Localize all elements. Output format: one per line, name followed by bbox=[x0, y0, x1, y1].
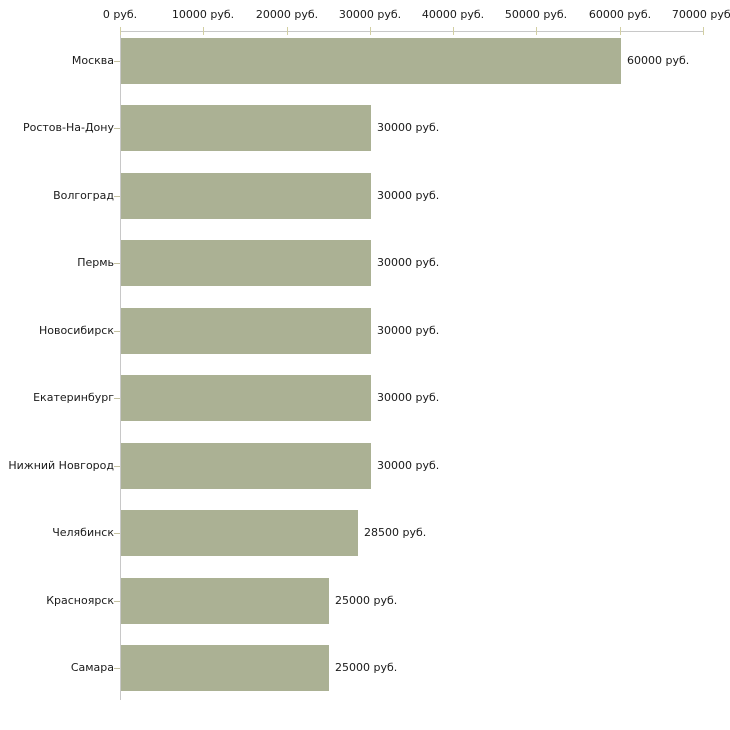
bar bbox=[121, 443, 371, 489]
category-label: Ростов-На-Дону bbox=[22, 121, 114, 134]
x-axis-line bbox=[120, 31, 703, 32]
category-tick bbox=[114, 398, 120, 399]
x-axis-tick bbox=[370, 27, 371, 35]
category-label: Новосибирск bbox=[38, 324, 114, 337]
x-axis-tick-label: 0 руб. bbox=[102, 8, 138, 21]
x-axis-tick-label: 10000 руб. bbox=[171, 8, 235, 21]
category-label: Екатеринбург bbox=[33, 391, 114, 404]
bar bbox=[121, 105, 371, 151]
x-axis-tick-label: 50000 руб. bbox=[504, 8, 568, 21]
category-tick bbox=[114, 533, 120, 534]
x-axis-tick-label: 40000 руб. bbox=[421, 8, 485, 21]
x-axis-tick bbox=[287, 27, 288, 35]
category-label: Пермь bbox=[77, 256, 114, 269]
value-label: 28500 руб. bbox=[364, 526, 427, 539]
x-axis-tick-label: 20000 руб. bbox=[255, 8, 319, 21]
value-label: 60000 руб. bbox=[627, 54, 690, 67]
value-label: 30000 руб. bbox=[377, 391, 440, 404]
value-label: 25000 руб. bbox=[335, 594, 398, 607]
bar bbox=[121, 375, 371, 421]
value-label: 30000 руб. bbox=[377, 459, 440, 472]
category-tick bbox=[114, 263, 120, 264]
category-label: Челябинск bbox=[52, 526, 114, 539]
x-axis-tick bbox=[453, 27, 454, 35]
category-label: Самара bbox=[70, 661, 114, 674]
x-axis-tick-label: 70000 руб. bbox=[671, 8, 730, 21]
category-tick bbox=[114, 61, 120, 62]
value-label: 30000 руб. bbox=[377, 256, 440, 269]
category-label: Нижний Новгород bbox=[8, 459, 114, 472]
bar bbox=[121, 38, 621, 84]
category-label: Волгоград bbox=[53, 189, 114, 202]
x-axis-tick bbox=[620, 27, 621, 35]
bar bbox=[121, 240, 371, 286]
x-axis-tick-label: 30000 руб. bbox=[338, 8, 402, 21]
value-label: 30000 руб. bbox=[377, 121, 440, 134]
x-axis-tick bbox=[536, 27, 537, 35]
category-tick bbox=[114, 128, 120, 129]
category-tick bbox=[114, 466, 120, 467]
category-tick bbox=[114, 331, 120, 332]
category-tick bbox=[114, 668, 120, 669]
category-label: Москва bbox=[71, 54, 114, 67]
category-tick bbox=[114, 601, 120, 602]
bar bbox=[121, 645, 329, 691]
x-axis-tick bbox=[703, 27, 704, 35]
x-axis-tick bbox=[203, 27, 204, 35]
x-axis-tick-label: 60000 руб. bbox=[588, 8, 652, 21]
category-tick bbox=[114, 196, 120, 197]
value-label: 25000 руб. bbox=[335, 661, 398, 674]
bar bbox=[121, 173, 371, 219]
value-label: 30000 руб. bbox=[377, 324, 440, 337]
bar bbox=[121, 308, 371, 354]
bar bbox=[121, 510, 358, 556]
value-label: 30000 руб. bbox=[377, 189, 440, 202]
x-axis-tick bbox=[120, 27, 121, 35]
bar bbox=[121, 578, 329, 624]
y-axis-line bbox=[120, 31, 121, 700]
category-label: Красноярск bbox=[46, 594, 114, 607]
